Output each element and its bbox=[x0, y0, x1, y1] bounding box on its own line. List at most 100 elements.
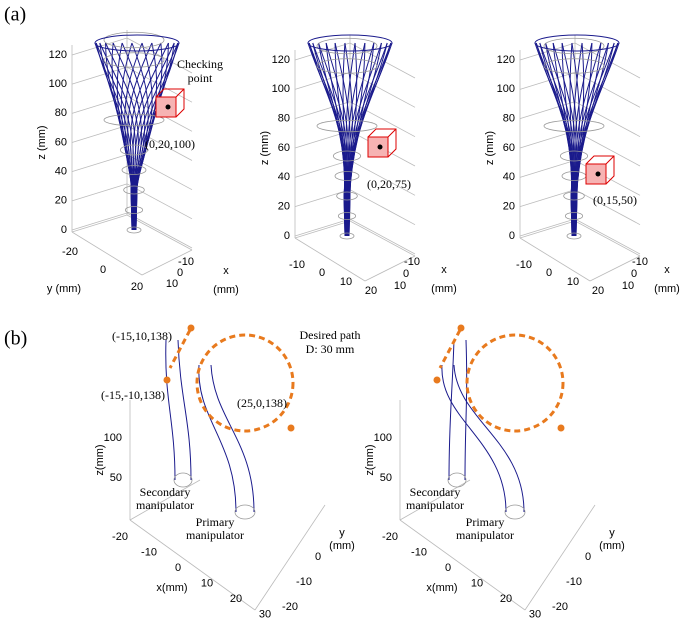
start-point bbox=[457, 324, 465, 332]
axis-line bbox=[71, 212, 128, 231]
x-tick-label: 20 bbox=[230, 593, 242, 605]
top-ring bbox=[94, 34, 180, 52]
axis-line bbox=[574, 101, 641, 138]
x-tick-label: -20 bbox=[112, 531, 128, 543]
tube-base bbox=[234, 504, 256, 520]
axis-line bbox=[349, 218, 416, 255]
z-tick-label: 60 bbox=[278, 142, 290, 154]
axis-title: y (mm) bbox=[47, 283, 81, 295]
desired-path bbox=[195, 333, 295, 433]
axis-line bbox=[519, 159, 576, 178]
axis-title: x(mm) bbox=[156, 582, 187, 594]
axis-line bbox=[589, 255, 641, 282]
approach-path bbox=[168, 329, 192, 369]
cube-edge bbox=[367, 128, 397, 158]
axis-line bbox=[71, 125, 128, 143]
cross-section bbox=[332, 150, 362, 162]
y-tick-label: 0 bbox=[546, 267, 552, 279]
axis-line bbox=[349, 71, 416, 108]
z-tick-label: 40 bbox=[55, 166, 67, 178]
y-tick-label: 20 bbox=[131, 281, 143, 293]
x-tick-label: 0 bbox=[631, 268, 637, 280]
z-tick-label: 50 bbox=[110, 472, 122, 484]
x-tick-label: -10 bbox=[632, 256, 648, 268]
axis-title: y bbox=[609, 527, 615, 539]
axis-line bbox=[519, 218, 576, 237]
cross-section bbox=[559, 150, 589, 162]
axis-line bbox=[71, 231, 143, 276]
manipulator-wire bbox=[345, 42, 356, 237]
y-tick-label: -10 bbox=[296, 576, 312, 588]
x-tick-label: -10 bbox=[141, 546, 157, 558]
manipulator-wire bbox=[308, 42, 346, 237]
y-tick-label: 10 bbox=[567, 276, 579, 288]
tube-base bbox=[447, 472, 467, 488]
manipulator-wire bbox=[132, 42, 169, 231]
check-point bbox=[165, 104, 171, 110]
point-label: (0,20,100) bbox=[145, 137, 195, 151]
z-tick-label: 100 bbox=[497, 83, 515, 95]
y-tick-label: 20 bbox=[592, 285, 604, 297]
axis-line bbox=[574, 220, 641, 257]
cross-section bbox=[564, 212, 584, 220]
manipulator-wire bbox=[535, 42, 573, 237]
manipulator-wire bbox=[307, 42, 346, 237]
x-tick-label: -10 bbox=[178, 256, 194, 268]
axis-line bbox=[141, 249, 193, 276]
cross-section bbox=[543, 58, 605, 74]
z-tick-label: 100 bbox=[104, 432, 122, 444]
annotation: manipulator bbox=[186, 528, 244, 542]
axis-title: y bbox=[339, 527, 345, 539]
x-tick-label: 30 bbox=[529, 608, 541, 620]
primary-tube bbox=[453, 364, 525, 513]
axis-line bbox=[519, 237, 591, 282]
manipulator-wire bbox=[134, 42, 158, 231]
axis-line bbox=[294, 42, 351, 61]
axis-title: z (mm) bbox=[259, 131, 271, 165]
manipulator-wire bbox=[325, 42, 347, 237]
annotation: point bbox=[188, 71, 213, 85]
axis-line bbox=[519, 130, 576, 149]
y-tick-label: 0 bbox=[100, 264, 106, 276]
axis-line bbox=[71, 154, 128, 173]
manipulator-wire bbox=[127, 42, 153, 231]
z-tick-label: 20 bbox=[278, 201, 290, 213]
x-tick-label: 10 bbox=[471, 577, 483, 589]
y-tick-label: -10 bbox=[516, 259, 532, 271]
z-tick-label: 40 bbox=[278, 171, 290, 183]
axis-title: z(mm) bbox=[364, 444, 376, 475]
axis-line bbox=[574, 71, 641, 108]
x-tick-label: 10 bbox=[166, 278, 178, 290]
axis-line bbox=[126, 154, 193, 191]
cross-section bbox=[103, 31, 165, 49]
axis-line bbox=[294, 220, 351, 239]
secondary-tube bbox=[464, 339, 468, 481]
axis-line bbox=[574, 218, 641, 255]
manipulator-wire bbox=[308, 42, 346, 237]
top-ring bbox=[307, 34, 393, 52]
axis-line bbox=[349, 220, 416, 257]
cross-section bbox=[103, 113, 165, 127]
axis-line bbox=[294, 218, 351, 237]
z-tick-label: 120 bbox=[272, 54, 290, 66]
x-tick-label: 10 bbox=[394, 280, 406, 292]
axis-line bbox=[129, 519, 256, 611]
tube-base bbox=[173, 472, 193, 488]
axis-line bbox=[524, 504, 596, 611]
axis-line bbox=[349, 159, 416, 196]
cross-section bbox=[336, 191, 358, 201]
x-tick-label: -20 bbox=[382, 531, 398, 543]
cross-section bbox=[543, 119, 605, 133]
manipulator-wire bbox=[534, 42, 573, 237]
path-point bbox=[557, 424, 565, 432]
cross-section bbox=[334, 171, 360, 181]
manipulator-wire bbox=[569, 42, 575, 237]
axis-line bbox=[126, 183, 193, 220]
z-tick-label: 60 bbox=[503, 142, 515, 154]
axis-line bbox=[364, 255, 416, 282]
check-point bbox=[595, 171, 601, 177]
axis-title: x bbox=[441, 264, 447, 276]
z-tick-label: 0 bbox=[284, 230, 290, 242]
z-tick-label: 80 bbox=[503, 113, 515, 125]
